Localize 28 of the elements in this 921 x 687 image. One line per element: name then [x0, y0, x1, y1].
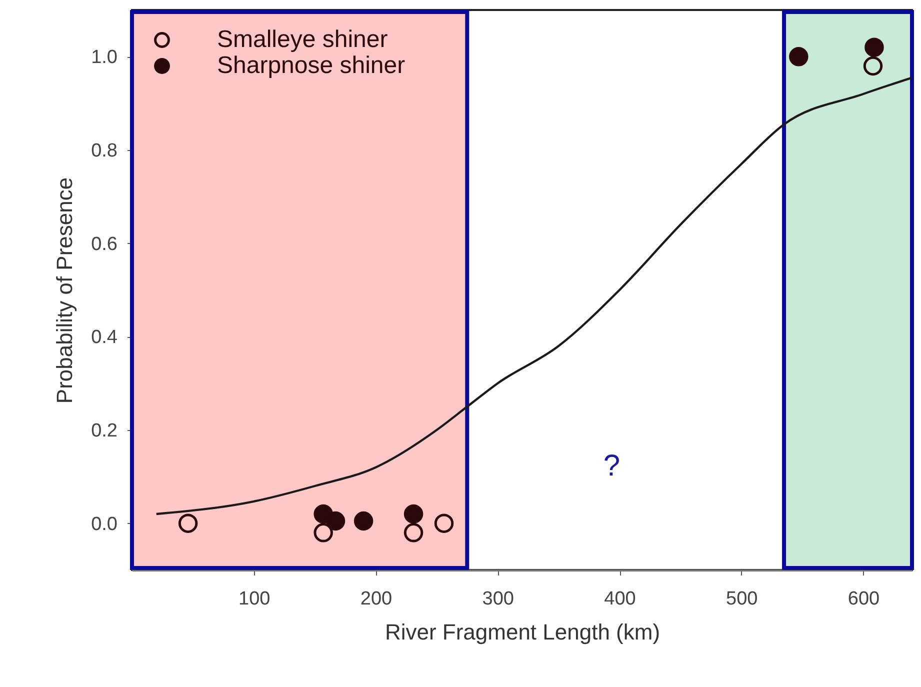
y-tick-label: 0.6	[91, 234, 118, 255]
y-tick-label: 0.2	[91, 420, 118, 442]
point	[864, 38, 884, 57]
point	[434, 514, 454, 533]
x-tick-label: 200	[360, 588, 392, 610]
point	[863, 56, 883, 76]
x-tick-label: 100	[238, 588, 270, 610]
point	[404, 504, 424, 524]
x-tick-label: 400	[604, 588, 636, 610]
y-tick-label: 0.4	[91, 327, 118, 348]
legend-label: Smalleye shiner	[217, 26, 388, 53]
y-tick-label: 0.0	[91, 514, 118, 535]
point	[404, 523, 424, 542]
point	[354, 511, 374, 531]
point	[178, 514, 198, 533]
x-axis-title: River Fragment Length (km)	[384, 620, 660, 644]
x-tick-label: 300	[482, 588, 514, 610]
x-tick-label: 500	[726, 588, 758, 610]
legend-label: Sharpnose shiner	[217, 52, 406, 79]
y-tick-label: 1.0	[91, 47, 118, 68]
point	[326, 511, 346, 531]
point	[314, 523, 333, 542]
x-tick-label: 600	[848, 588, 880, 610]
line-series	[155, 76, 914, 516]
annotation: ?	[603, 449, 620, 482]
y-axis-title: Probability of Presence	[52, 177, 78, 404]
y-tick-label: 0.8	[91, 140, 118, 162]
point	[789, 47, 808, 66]
